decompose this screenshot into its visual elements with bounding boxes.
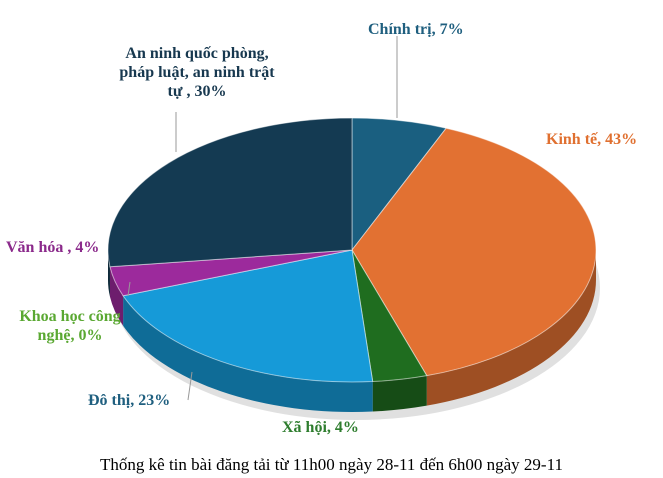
label-khoa-hoc: Khoa học công nghệ, 0% — [19, 308, 121, 344]
label-van-hoa: Văn hóa , 4% — [6, 239, 100, 256]
label-do-thi: Đô thị, 23% — [88, 392, 171, 409]
pie-side-2 — [372, 375, 427, 412]
leader-line-2 — [187, 371, 193, 401]
pie-side-5 — [109, 266, 124, 326]
leader-line-3 — [127, 281, 131, 297]
label-xa-hoi: Xã hội, 4% — [282, 419, 359, 436]
pie-side-3 — [123, 295, 373, 412]
pie-slice-6 — [107, 117, 353, 268]
chart-title: Thống kê tin bài đăng tải từ 11h00 ngày … — [100, 455, 563, 474]
label-an-ninh: An ninh quốc phòng, pháp luật, an ninh t… — [119, 45, 275, 100]
label-chinh-tri: Chính trị, 7% — [368, 21, 464, 38]
pie-slice-3 — [122, 249, 374, 383]
pie-slice-1 — [351, 127, 597, 377]
pie-side-1 — [426, 250, 596, 406]
label-kinh-te: Kinh tế, 43% — [546, 131, 638, 148]
